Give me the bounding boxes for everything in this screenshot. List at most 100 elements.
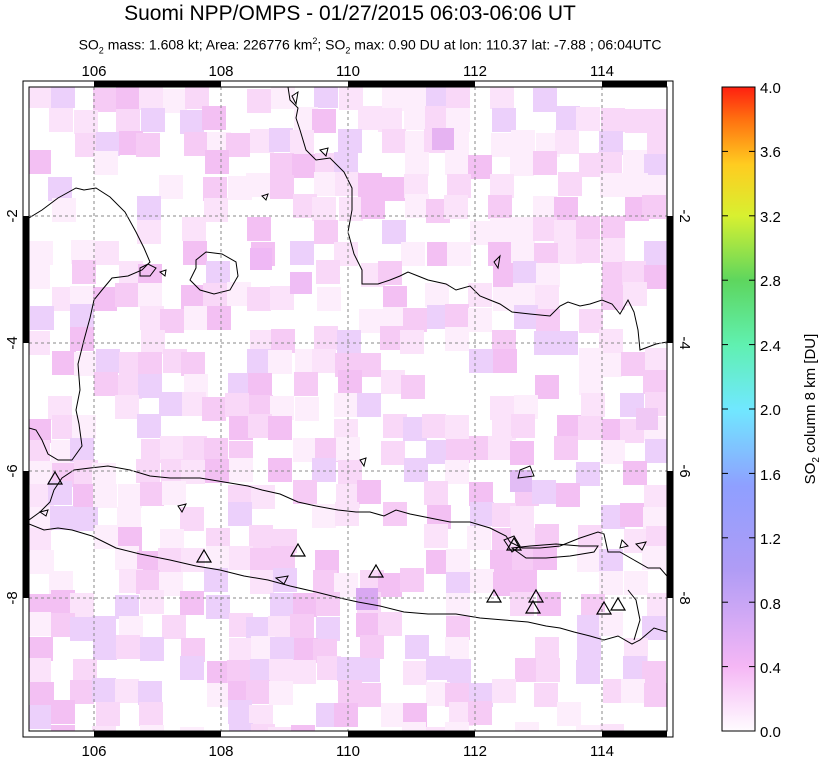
so2-pixel <box>295 397 319 421</box>
so2-pixel <box>621 679 645 703</box>
so2-pixel <box>290 272 312 294</box>
so2-pixel <box>269 128 293 152</box>
so2-pixel <box>644 175 667 199</box>
so2-pixel <box>447 174 471 198</box>
so2-pixel <box>555 130 579 154</box>
volcano-icon <box>367 563 385 578</box>
so2-pixel <box>533 88 557 112</box>
so2-pixel <box>360 635 384 659</box>
so2-pixel <box>492 108 516 132</box>
so2-pixel <box>513 570 537 594</box>
so2-pixel <box>579 371 603 395</box>
lat-tick-label: -2 <box>4 209 21 222</box>
so2-pixel <box>357 393 381 417</box>
so2-pixel <box>206 546 230 570</box>
so2-pixel <box>268 458 292 482</box>
so2-pixel <box>138 352 162 376</box>
so2-pixel <box>622 261 646 285</box>
so2-pixel <box>446 572 470 596</box>
so2-pixel <box>401 375 425 399</box>
so2-pixel <box>159 175 183 199</box>
so2-pixel <box>29 87 53 108</box>
so2-pixel <box>250 248 272 270</box>
so2-pixel <box>532 480 556 504</box>
volcano-icon <box>527 588 545 603</box>
so2-pixel <box>510 592 534 616</box>
lon-tick-label: 112 <box>463 63 487 80</box>
volcano-icon <box>485 588 503 603</box>
so2-pixel <box>468 283 492 307</box>
so2-pixel <box>180 507 204 531</box>
lat-tick-label: -8 <box>4 591 21 604</box>
so2-pixel <box>535 285 559 309</box>
so2-pixel <box>425 106 449 130</box>
so2-pixel <box>115 679 139 703</box>
so2-pixel <box>490 174 514 198</box>
so2-pixel <box>623 461 647 485</box>
so2-pixel <box>141 330 165 354</box>
so2-pixel <box>488 436 512 460</box>
so2-pixel <box>511 217 535 241</box>
so2-pixel <box>535 375 559 399</box>
so2-pixel <box>51 700 75 724</box>
lat-labels-right: -2 -4 -6 -8 <box>676 209 693 604</box>
so2-pixel <box>422 414 446 438</box>
lon-tick-label: 114 <box>590 743 614 759</box>
so2-pixel <box>118 484 142 508</box>
so2-pixel <box>180 727 204 731</box>
so2-pixel <box>183 436 207 460</box>
so2-pixel <box>382 220 406 244</box>
so2-pixel <box>577 636 601 660</box>
so2-pixel <box>381 703 405 727</box>
so2-pixel <box>29 658 51 682</box>
so2-pixel <box>468 701 492 725</box>
so2-pixel <box>313 570 337 594</box>
so2-pixel <box>401 242 425 266</box>
so2-pixel <box>246 173 270 197</box>
so2-pixel <box>357 683 381 707</box>
so2-pixel <box>268 350 292 374</box>
so2-pixel <box>271 87 295 109</box>
so2-pixel <box>514 305 538 329</box>
so2-pixel <box>292 660 316 684</box>
so2-pixel <box>312 458 336 482</box>
so2-pixel <box>140 725 164 731</box>
so2-pixel <box>554 197 578 221</box>
so2-pixel <box>162 481 186 505</box>
so2-pixel <box>316 592 340 616</box>
lon-tick-label: 110 <box>336 743 360 759</box>
so2-pixel <box>621 352 645 376</box>
so2-pixel <box>317 287 341 311</box>
so2-pixel <box>314 172 338 196</box>
so2-pixel <box>115 283 139 307</box>
so2-pixel <box>335 172 359 196</box>
so2-pixel <box>424 524 448 548</box>
so2-pixel <box>29 241 53 265</box>
so2-pixel <box>400 568 424 592</box>
so2-pixel <box>29 528 51 552</box>
so2-pixel <box>181 548 205 572</box>
so2-pixel <box>138 681 162 705</box>
so2-pixel <box>269 659 293 683</box>
coastline-java <box>29 465 667 577</box>
so2-pixel <box>577 548 601 572</box>
so2-pixel <box>447 242 471 266</box>
so2-pixel <box>490 218 514 242</box>
colorbar-tick-label: 2.0 <box>760 402 781 419</box>
so2-pixel <box>92 678 116 702</box>
so2-pixel <box>180 110 204 134</box>
so2-pixel <box>338 370 362 394</box>
so2-pixel <box>511 414 535 438</box>
so2-pixel <box>93 636 117 660</box>
so2-pixel <box>426 727 450 731</box>
so2-pixel <box>623 150 647 174</box>
so2-pixel <box>228 502 252 526</box>
so2-pixel <box>599 131 623 155</box>
so2-pixel <box>535 637 559 661</box>
so2-pixel <box>647 132 667 156</box>
lon-tick-label: 110 <box>336 63 360 80</box>
so2-pixel <box>30 306 54 330</box>
so2-pixel <box>470 569 494 593</box>
so2-pixel <box>116 109 140 133</box>
so2-pixel <box>558 172 582 196</box>
